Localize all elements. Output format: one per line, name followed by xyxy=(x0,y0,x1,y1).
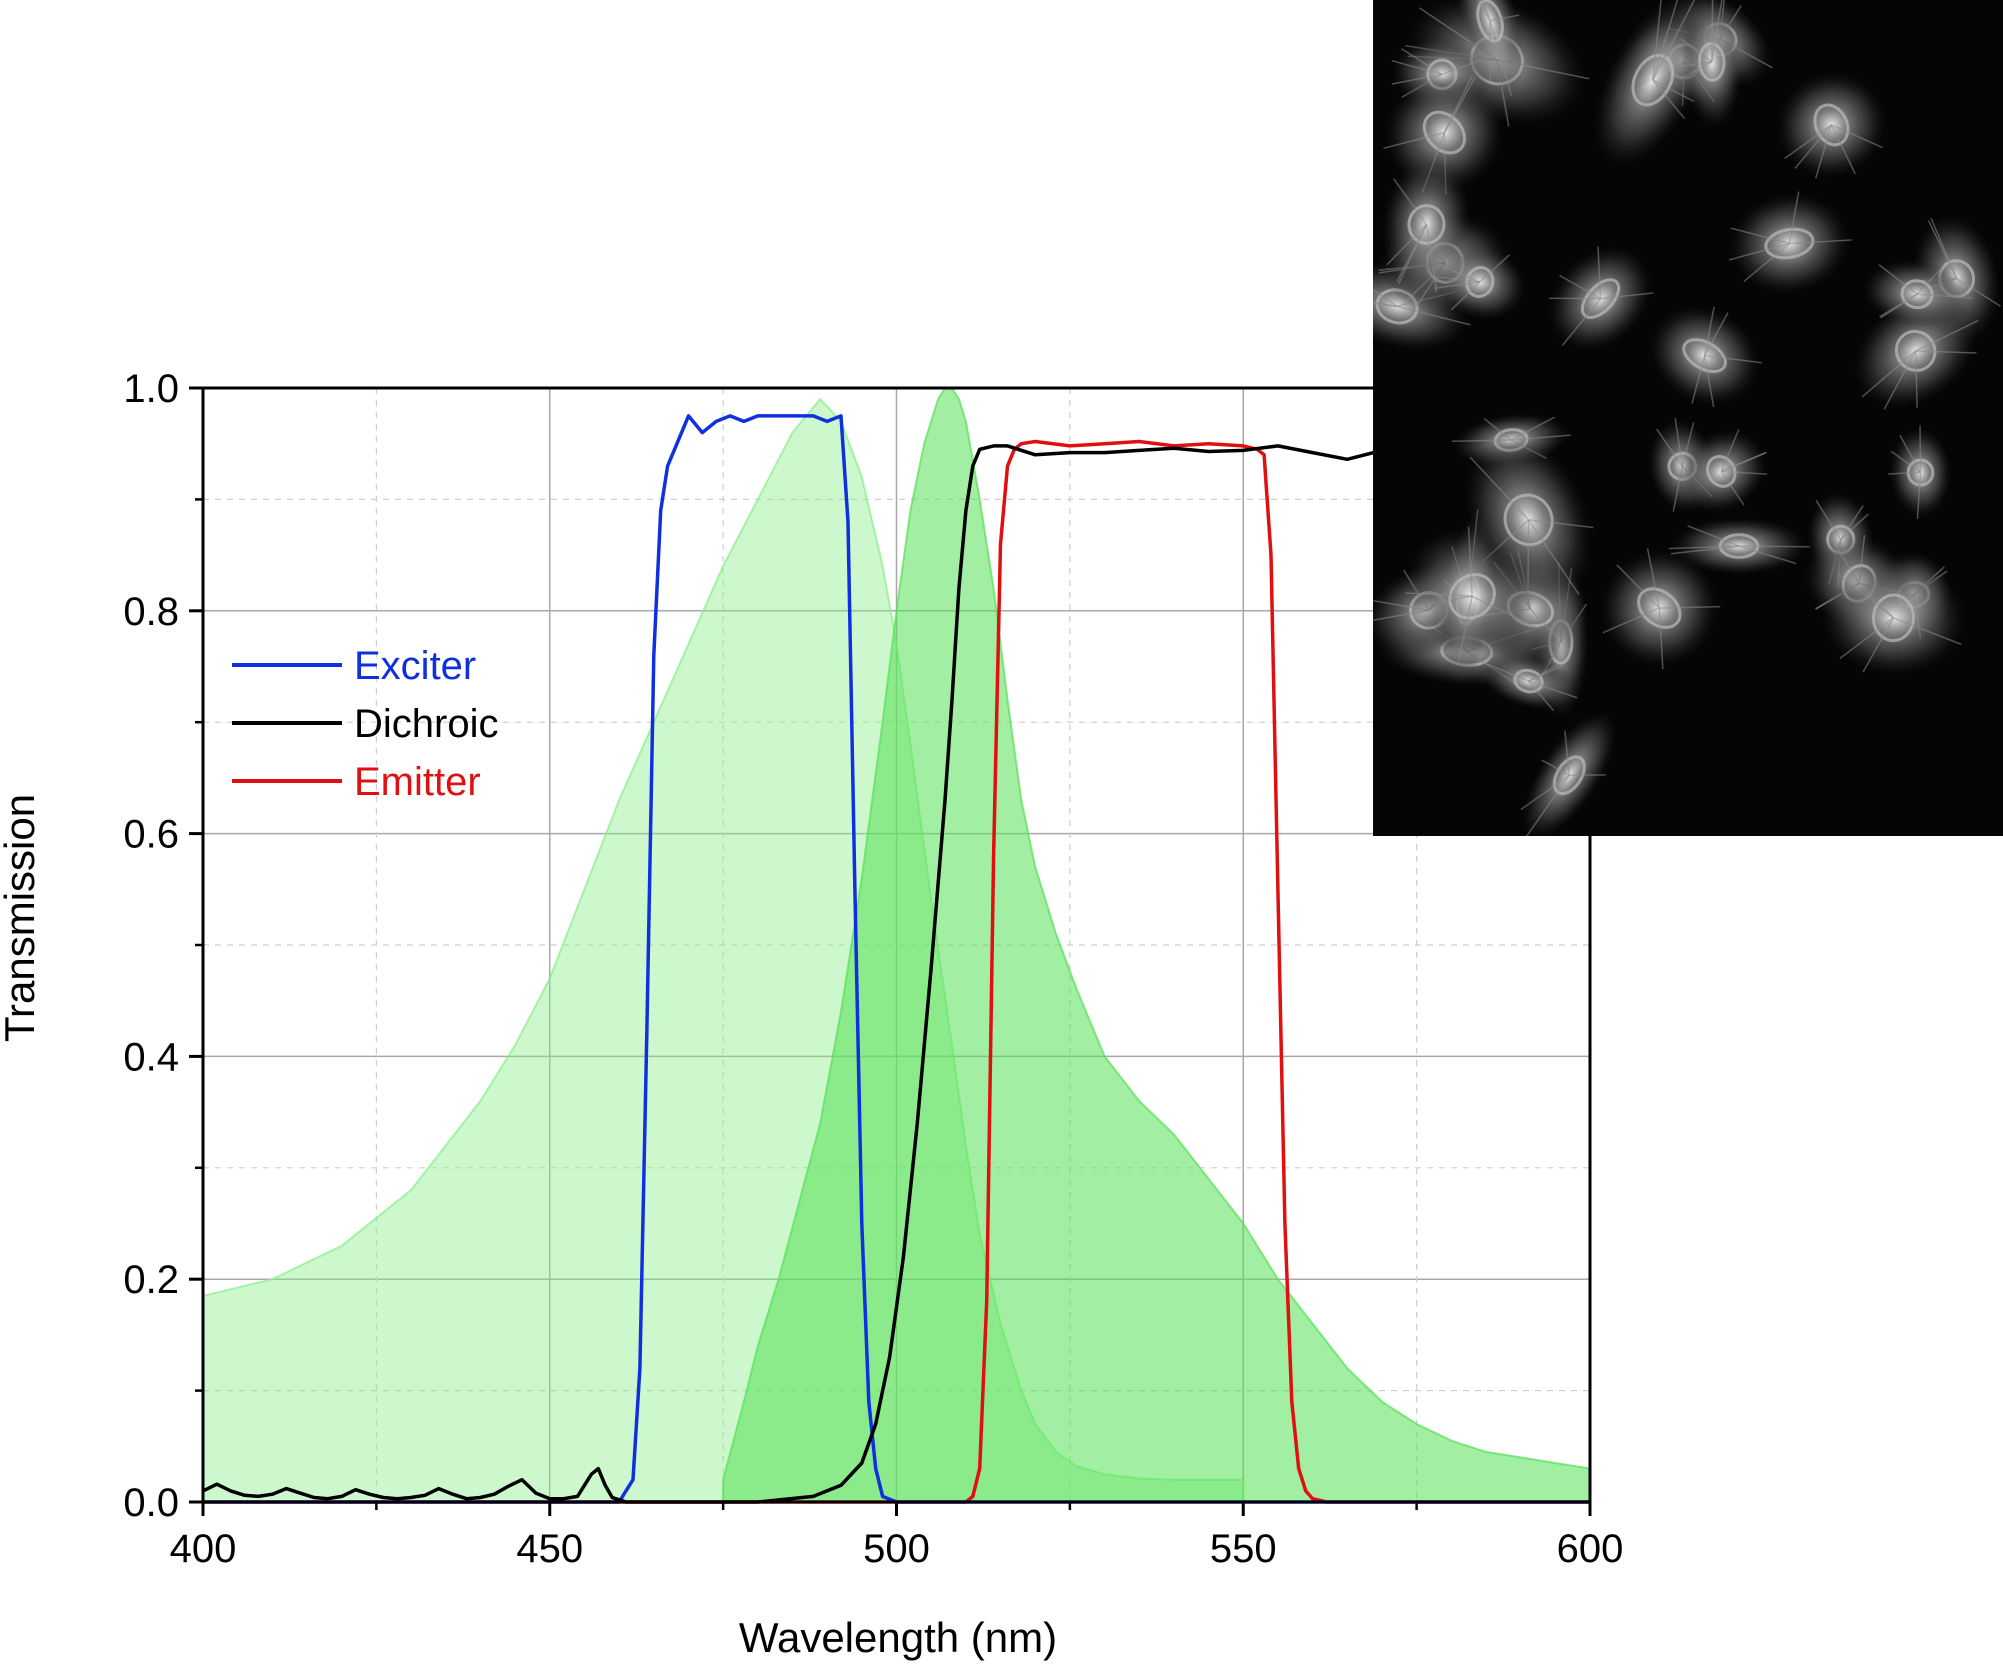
y-axis-title: Transmission xyxy=(0,794,43,1042)
y-tick-label: 0.8 xyxy=(123,590,179,634)
series-line-exciter xyxy=(203,414,1590,1504)
cell xyxy=(1480,652,1578,711)
cell xyxy=(1594,0,1711,166)
x-tick-label: 450 xyxy=(516,1527,583,1571)
series-line-emitter xyxy=(203,439,1590,1504)
cell xyxy=(1863,260,1974,329)
series-lines xyxy=(202,414,1590,1504)
legend-item-emitter: Emitter xyxy=(232,760,481,804)
spectra-fills xyxy=(202,387,1591,1503)
series-line-dichroic xyxy=(202,436,1418,1504)
cell xyxy=(1520,712,1617,836)
legend: Exciter Dichroic Emitter xyxy=(232,644,498,804)
legend-label: Emitter xyxy=(354,760,481,804)
y-tick-label: 0.4 xyxy=(123,1035,179,1079)
cell xyxy=(1432,244,1526,320)
spectrum-fill-2 xyxy=(722,387,1591,1503)
x-tick-label: 600 xyxy=(1557,1527,1624,1571)
legend-label: Exciter xyxy=(354,644,476,688)
cell xyxy=(1650,306,1762,408)
x-tick-label: 550 xyxy=(1210,1527,1277,1571)
y-tick-label: 1.0 xyxy=(123,367,179,411)
tick-labels: 400 450 500 550 600 0.0 0.2 0.4 0.6 0.8 1.0 xyxy=(123,367,1623,1571)
micrograph-cells xyxy=(1373,0,2001,836)
cell xyxy=(1601,548,1721,670)
cell xyxy=(1455,0,1525,96)
cell xyxy=(1668,517,1810,575)
cell xyxy=(1822,560,1965,675)
legend-item-exciter: Exciter xyxy=(232,644,476,688)
y-tick-label: 0.0 xyxy=(123,1481,179,1525)
y-tick-label: 0.6 xyxy=(123,813,179,857)
legend-label: Dichroic xyxy=(354,702,498,746)
x-tick-label: 500 xyxy=(863,1527,930,1571)
cell xyxy=(1676,429,1768,513)
axes xyxy=(189,386,1592,1516)
cell xyxy=(1888,425,1952,519)
cell xyxy=(1679,0,1743,128)
cell xyxy=(1777,72,1886,179)
y-tick-label: 0.2 xyxy=(123,1258,179,1302)
cell xyxy=(1404,526,1538,664)
cell xyxy=(1729,191,1852,294)
x-tick-label: 400 xyxy=(170,1527,237,1571)
x-axis-title: Wavelength (nm) xyxy=(739,1614,1057,1661)
cell xyxy=(1548,246,1654,351)
micrograph-inset xyxy=(1373,0,2003,836)
legend-item-dichroic: Dichroic xyxy=(232,702,498,746)
